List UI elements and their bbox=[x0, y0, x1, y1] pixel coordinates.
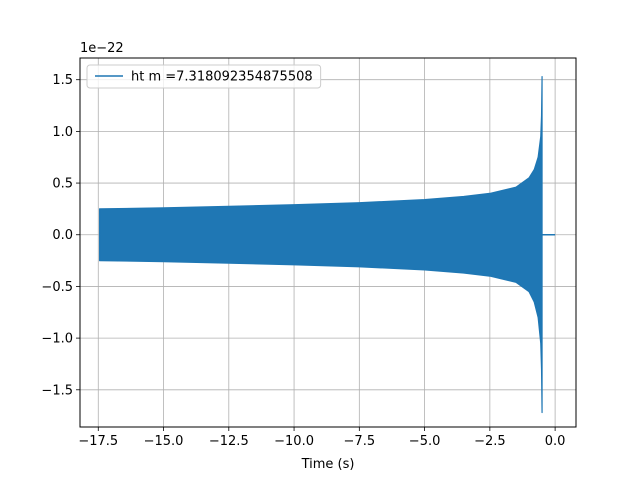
axes-frame bbox=[79, 57, 577, 428]
y-tick-label: −1.0 bbox=[41, 332, 73, 347]
x-axis-label: Time (s) bbox=[301, 457, 355, 472]
plot-data bbox=[98, 76, 556, 414]
y-offset-label: 1e−22 bbox=[80, 41, 124, 56]
y-tick-label: 0.5 bbox=[52, 177, 73, 192]
legend-label: ht m =7.318092354875508 bbox=[131, 70, 313, 85]
x-tick-label: −10.0 bbox=[274, 434, 314, 449]
legend: ht m =7.318092354875508 bbox=[86, 64, 322, 89]
y-tick-label: −0.5 bbox=[41, 280, 73, 295]
y-tick-label: 1.0 bbox=[52, 125, 73, 140]
x-tick-label: −15.0 bbox=[144, 434, 184, 449]
x-axis-ticks: −17.5 −15.0 −12.5 −10.0 −7.5 −5.0 −2.5 0.0 bbox=[78, 427, 565, 449]
y-tick-label: −1.5 bbox=[41, 383, 73, 398]
y-tick-label: 0.0 bbox=[52, 228, 73, 243]
x-tick-label: −2.5 bbox=[474, 434, 506, 449]
x-tick-label: −5.0 bbox=[409, 434, 441, 449]
x-tick-label: −17.5 bbox=[78, 434, 118, 449]
x-tick-label: 0.0 bbox=[545, 434, 566, 449]
legend-box bbox=[86, 64, 322, 89]
x-tick-label: −12.5 bbox=[209, 434, 249, 449]
y-axis-ticks: −1.5 −1.0 −0.5 0.0 0.5 1.0 1.5 bbox=[41, 73, 80, 398]
x-tick-label: −7.5 bbox=[344, 434, 376, 449]
series-signal-area bbox=[98, 76, 543, 414]
y-tick-label: 1.5 bbox=[52, 73, 73, 88]
